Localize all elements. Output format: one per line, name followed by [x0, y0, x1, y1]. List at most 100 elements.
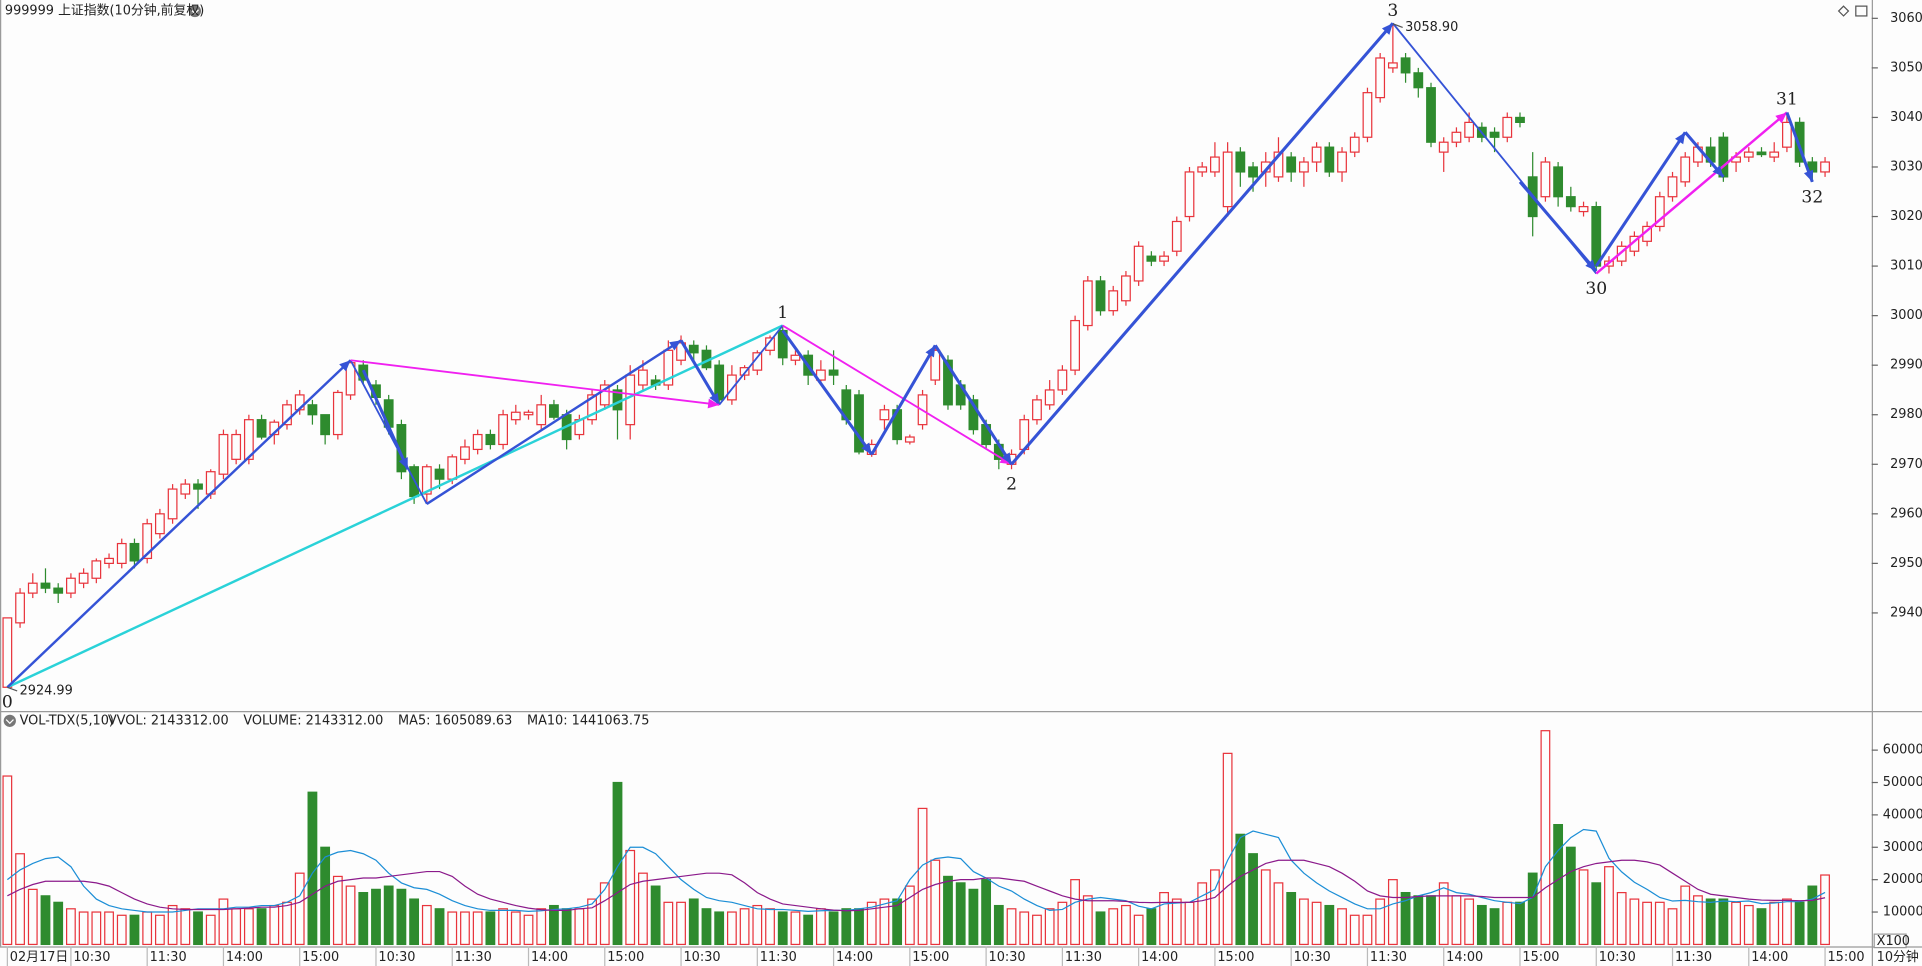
trend-line: [781, 329, 873, 456]
candle-body: [523, 411, 534, 416]
candle-body: [854, 394, 864, 453]
volume-bar: [1642, 901, 1653, 946]
volume-bar: [917, 807, 928, 946]
volume-bar: [1578, 869, 1589, 946]
candle-body: [1171, 220, 1182, 252]
x-tick-label: 14:00: [1751, 950, 1788, 965]
trend-line: [6, 324, 784, 689]
candle-body: [1121, 275, 1131, 302]
x-tick-label: 15:00: [1522, 950, 1559, 965]
candle-body: [231, 433, 242, 460]
volume-bar: [104, 911, 114, 946]
candle-body: [66, 577, 76, 594]
volume-bar: [676, 901, 686, 946]
volume-bar: [383, 885, 394, 946]
candle-body: [943, 359, 953, 406]
volume-bar: [1489, 908, 1500, 946]
candle-body: [1451, 131, 1462, 143]
volume-bar: [1057, 901, 1068, 946]
y-tick-label: 3050: [1890, 60, 1922, 75]
candle-body: [1553, 166, 1564, 198]
volume-bar: [193, 911, 203, 946]
trend-line: [1595, 111, 1788, 275]
volume-bar: [1438, 882, 1449, 946]
volume-bar: [1794, 901, 1805, 946]
volume-bar: [638, 872, 648, 946]
candle-body: [1667, 176, 1678, 198]
volume-bar: [1311, 901, 1322, 946]
panel-icon[interactable]: [1855, 5, 1868, 17]
diamond-icon[interactable]: [1837, 5, 1850, 17]
candle-body: [510, 411, 521, 421]
candle-body: [1133, 245, 1144, 282]
candle-body: [879, 409, 890, 421]
volume-bar: [358, 891, 369, 946]
volume-bar: [1019, 911, 1030, 946]
volume-bar: [91, 911, 102, 946]
candle-body: [1210, 156, 1220, 173]
trend-line: [6, 359, 352, 689]
volume-bar: [1082, 895, 1093, 946]
trend-line: [782, 324, 1013, 466]
candle-body: [1540, 161, 1551, 198]
volume-bar: [1362, 914, 1373, 946]
ma-line: [7, 859, 1826, 912]
volume-bar: [1654, 901, 1665, 946]
volume-bar: [1108, 908, 1119, 946]
candle-body: [1349, 136, 1360, 153]
volume-bar: [777, 911, 788, 946]
candle-body: [1654, 196, 1665, 228]
volume-bar: [1591, 882, 1602, 946]
pivot-label: 2: [1006, 475, 1017, 495]
volume-menu-icon[interactable]: [3, 714, 16, 727]
volume-bar: [1451, 895, 1462, 946]
candle-body: [1794, 121, 1805, 163]
candle-body: [78, 572, 89, 584]
pivot-label: 1: [777, 303, 788, 323]
price-label: 3058.90: [1405, 20, 1458, 35]
candle-body: [320, 414, 331, 436]
y-tick-label: 10000: [1883, 905, 1922, 920]
y-tick-label: 50000: [1883, 775, 1922, 790]
arrowhead: [709, 392, 720, 405]
candle-body: [1146, 255, 1157, 262]
volume-bar: [1146, 908, 1157, 946]
candle-body: [1464, 121, 1475, 138]
volume-bar: [599, 882, 610, 946]
candle-body: [218, 433, 229, 475]
arrowhead: [707, 398, 720, 409]
candle-body: [1769, 151, 1780, 158]
volume-bar: [1260, 869, 1271, 946]
volume-bar: [739, 908, 750, 946]
volume-bar: [15, 853, 25, 946]
arrowhead: [669, 340, 682, 351]
volume-bar: [1426, 895, 1436, 946]
candle-body: [536, 404, 547, 426]
volume-bar: [701, 908, 712, 946]
volume-bar: [320, 846, 331, 946]
volume-bar: [1540, 730, 1551, 946]
legend-entry: VVOL: 2143312.00: [108, 713, 229, 728]
volume-bar: [1197, 882, 1208, 946]
volume-bar: [116, 914, 127, 946]
candle-body: [1197, 166, 1208, 173]
candle-body: [1565, 196, 1576, 208]
volume-bar: [1515, 901, 1525, 946]
volume-bar: [536, 908, 547, 946]
volume-bar: [27, 888, 38, 946]
candle-body: [40, 582, 51, 589]
candle-body: [714, 364, 725, 401]
volume-bar: [1616, 891, 1627, 946]
y-tick-label: 20000: [1883, 872, 1922, 887]
volume-bar: [167, 904, 178, 946]
volume-bar: [1693, 895, 1703, 946]
volume-bar: [688, 898, 699, 946]
volume-bar: [549, 904, 559, 946]
menu-icon[interactable]: [188, 4, 202, 18]
candle-body: [638, 369, 648, 386]
volume-bar: [1705, 898, 1716, 946]
candle-body: [1756, 151, 1767, 156]
candle-body: [116, 542, 127, 564]
volume-bar: [1095, 911, 1106, 946]
x-tick-label: 10:30: [73, 950, 110, 965]
